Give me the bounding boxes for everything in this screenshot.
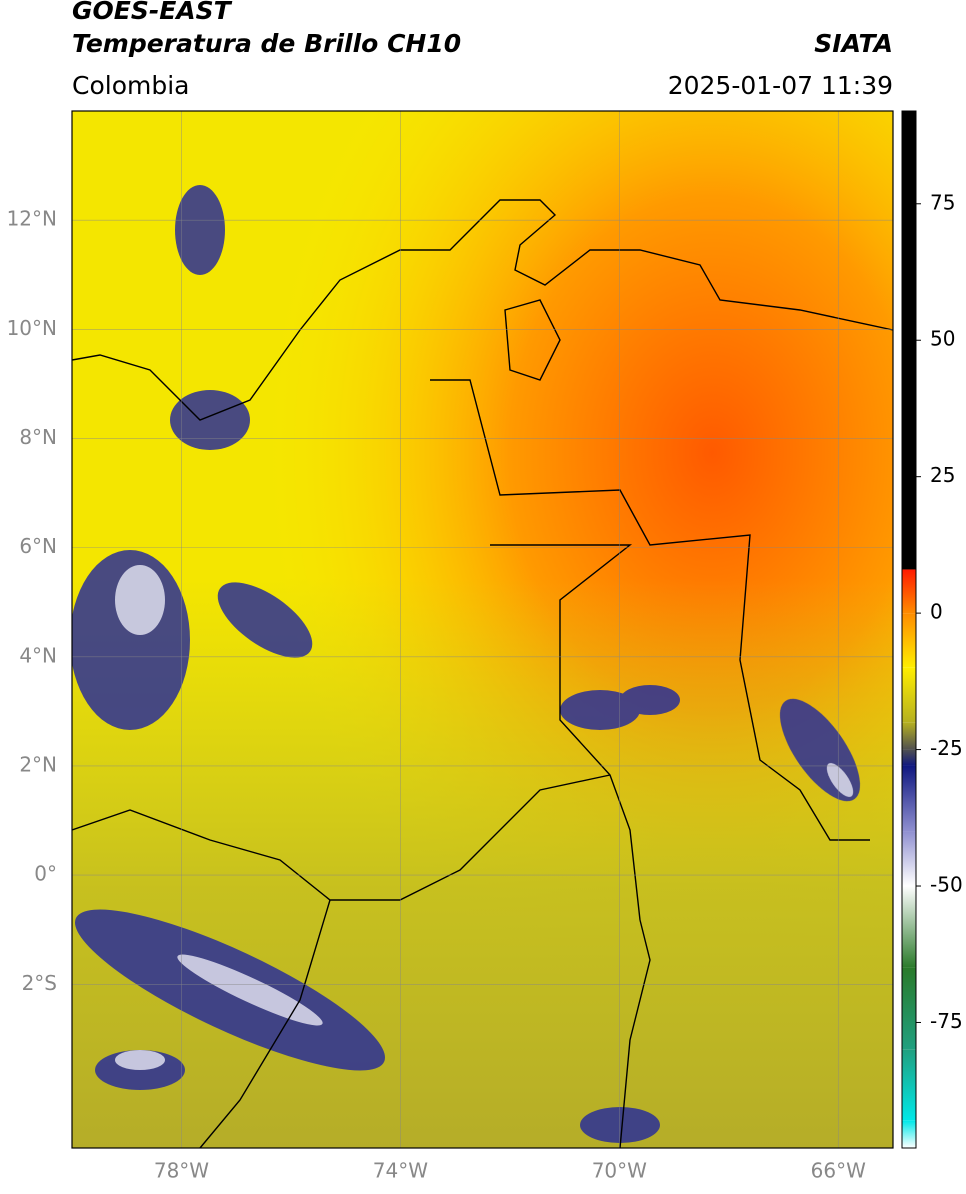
colorbar-tick-label: 75 (930, 190, 955, 214)
source: SIATA (814, 29, 893, 58)
y-tick-label: 8°N (19, 425, 57, 449)
colorbar-segment (902, 886, 916, 968)
cloud-cores (115, 565, 854, 1070)
y-tick-label: 6°N (19, 534, 57, 558)
x-tick-label: 70°W (592, 1159, 647, 1183)
colorbar-tick-label: -75 (930, 1009, 963, 1033)
y-tick-label: 10°N (7, 316, 57, 340)
subtitle: Temperatura de Brillo CH10 (72, 29, 461, 58)
colorbar-segment (902, 765, 916, 832)
colorbar-segment (902, 667, 916, 723)
x-tick-label: 78°W (154, 1159, 209, 1183)
colorbar-segment (902, 613, 916, 668)
y-tick-label: 2°N (19, 752, 57, 776)
colorbar-segment (902, 831, 916, 887)
x-tick-label: 74°W (373, 1159, 428, 1183)
y-tick-label: 0° (34, 862, 57, 886)
colorbar-segment (902, 749, 916, 766)
y-tick-label: 4°N (19, 643, 57, 667)
y-tick-label: 12°N (7, 207, 57, 231)
map-image (72, 111, 893, 1148)
map-frame (71, 110, 894, 1149)
colorbar-segment (902, 722, 916, 750)
colorbar-tick-label: 0 (930, 600, 943, 624)
datetime: 2025-01-07 11:39 (668, 71, 893, 100)
region: Colombia (72, 71, 189, 100)
colorbar-tick-label: -25 (930, 736, 963, 760)
x-tick-label: 66°W (811, 1159, 866, 1183)
title: GOES-EAST (72, 0, 233, 25)
colorbar-segment (902, 1049, 916, 1121)
colorbar-tick-label: 50 (930, 327, 955, 351)
y-tick-label: 2°S (22, 971, 57, 995)
colorbar-segment (902, 111, 916, 570)
colorbar-segment (902, 569, 916, 614)
colorbar-segment (902, 967, 916, 1050)
colorbar-tick-label: -50 (930, 873, 963, 897)
colorbar-frame (901, 110, 917, 1149)
colorbar-tick-label: 25 (930, 463, 955, 487)
colorbar-segment (902, 1120, 916, 1148)
borders (72, 199, 893, 1148)
